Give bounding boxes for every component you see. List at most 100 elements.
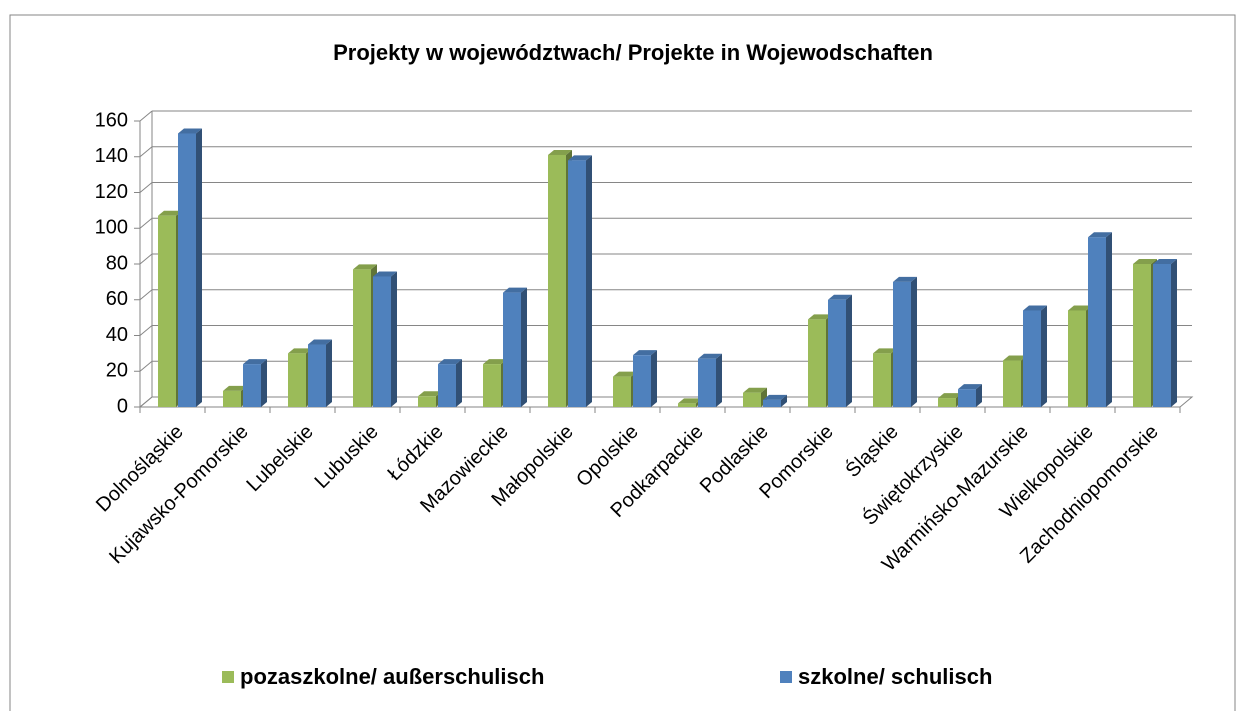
bar-side [391, 271, 397, 407]
bar-top [568, 155, 592, 161]
bar-side [1106, 232, 1112, 407]
bar-front [1133, 264, 1151, 407]
bar-top [483, 359, 507, 365]
grid-line-side [139, 182, 153, 193]
bar-front [613, 376, 631, 407]
legend-swatch [222, 671, 234, 683]
grid-line-side [139, 396, 153, 408]
bar-top [938, 393, 962, 399]
bar-top [678, 398, 702, 404]
bar-front [1068, 310, 1086, 407]
bar-front [873, 353, 891, 407]
bar-top [503, 287, 527, 293]
chart-title: Projekty w województwach/ Projekte in Wo… [333, 40, 933, 65]
bar-top [958, 384, 982, 390]
y-tick-label: 40 [106, 324, 128, 346]
bar-front [763, 399, 781, 407]
grid-line-side [139, 253, 153, 265]
bar-side [911, 276, 917, 407]
bar-side [976, 384, 982, 407]
bar [568, 155, 592, 407]
bar [958, 384, 982, 407]
y-tick-label: 120 [95, 181, 128, 203]
bar-top [1003, 355, 1027, 361]
y-tick-label: 100 [95, 217, 128, 239]
bar-top [243, 359, 267, 365]
bar-front [483, 364, 501, 407]
bar-top [158, 210, 182, 216]
bar-side [326, 339, 332, 407]
bar-front [288, 353, 306, 407]
bar [828, 294, 852, 407]
bar-side [716, 353, 722, 407]
bar-top [308, 339, 332, 345]
bar-front [308, 344, 326, 407]
bar-top [743, 387, 767, 393]
bar-top [763, 394, 787, 400]
bar-front [938, 398, 956, 407]
bar [243, 359, 267, 407]
bar [633, 350, 657, 407]
bar-front [503, 292, 521, 407]
y-tick-label: 140 [95, 145, 128, 167]
bar-side [1041, 305, 1047, 407]
y-tick-label: 80 [106, 252, 128, 274]
bar-side [651, 350, 657, 407]
bar [1153, 259, 1177, 407]
bar [893, 276, 917, 407]
bar-top [828, 294, 852, 300]
bar [373, 271, 397, 407]
bar-front [353, 269, 371, 407]
bar-front [1003, 360, 1021, 407]
bar-front [568, 160, 586, 407]
bar-side [846, 294, 852, 407]
bar-front [178, 133, 196, 407]
bar-side [261, 359, 267, 407]
bar [698, 353, 722, 407]
bar [438, 359, 462, 407]
grid-line-side [139, 289, 153, 301]
y-tick-label: 160 [95, 109, 128, 131]
bar-top [698, 353, 722, 359]
bar-top [1068, 305, 1092, 311]
legend-label: pozaszkolne/ außerschulisch [240, 664, 544, 689]
legend-swatch [780, 671, 792, 683]
bar-top [373, 271, 397, 277]
bar-front [1153, 264, 1171, 407]
bar-front [373, 276, 391, 407]
bar-front [1088, 237, 1106, 407]
bar-side [781, 394, 787, 407]
bar-front [743, 392, 761, 407]
bar-side [1171, 259, 1177, 407]
bar-side [586, 155, 592, 407]
bar [503, 287, 527, 407]
bar-side [196, 128, 202, 407]
bar-front [418, 396, 436, 407]
bar-top [178, 128, 202, 134]
bar-front [1023, 310, 1041, 407]
bar-front [698, 358, 716, 407]
bar [1088, 232, 1112, 407]
grid-line-side [139, 360, 153, 372]
bar-top [893, 276, 917, 282]
bar-top [353, 264, 377, 270]
bar-front [893, 281, 911, 407]
bar-top [808, 314, 832, 320]
bar-front [958, 389, 976, 407]
grid-line-side [139, 110, 153, 122]
bar-top [223, 385, 247, 391]
bar-front [633, 355, 651, 407]
grid-line-side [139, 217, 153, 229]
grid-line-side [139, 325, 153, 336]
legend-label: szkolne/ schulisch [798, 664, 992, 689]
bar-front [808, 319, 826, 407]
bar-top [1133, 259, 1157, 264]
bar-front [223, 390, 241, 407]
bar-front [158, 215, 176, 407]
bar-front [438, 364, 456, 407]
y-tick-label: 60 [106, 288, 128, 310]
bar-front [243, 364, 261, 407]
bar-top [873, 348, 897, 354]
y-tick-label: 20 [106, 360, 128, 382]
